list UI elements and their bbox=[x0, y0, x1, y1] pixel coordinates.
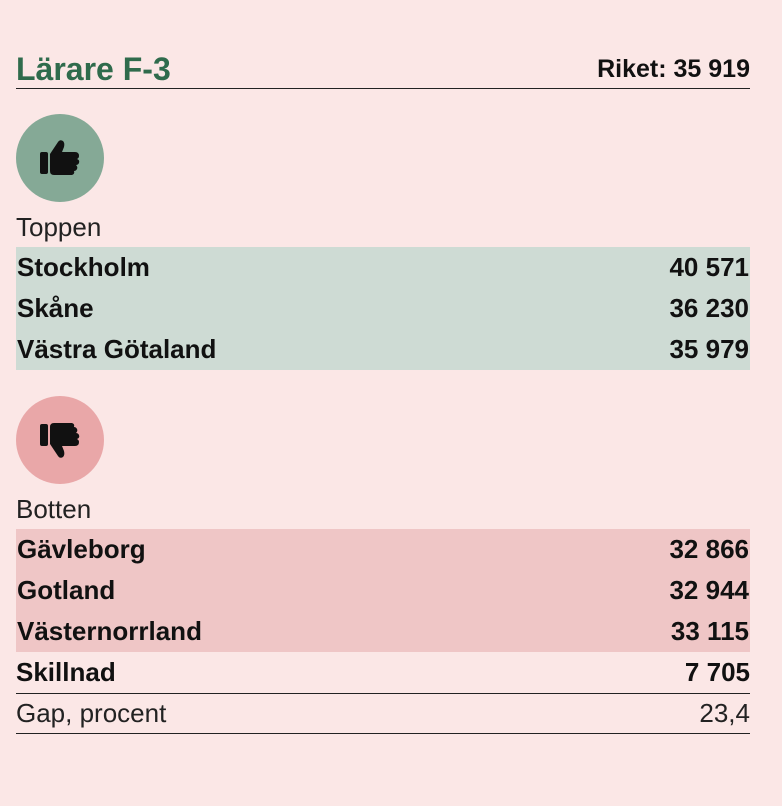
bottom-icon-wrap bbox=[16, 396, 750, 484]
region-name: Skåne bbox=[17, 293, 94, 323]
salary-value: 32 944 bbox=[669, 575, 749, 605]
difference-value: 7 705 bbox=[684, 657, 750, 687]
thumbs-up-icon bbox=[40, 140, 80, 175]
top-section-label: Toppen bbox=[16, 212, 102, 242]
national-average: Riket: 35 919 bbox=[597, 55, 750, 83]
bottom-rows: Gävleborg 32 866 Gotland 32 944 Västerno… bbox=[16, 529, 750, 652]
table-row: Västra Götaland 35 979 bbox=[16, 329, 750, 370]
table-row: Västernorrland 33 115 bbox=[16, 611, 750, 652]
page-title: Lärare F-3 bbox=[16, 51, 171, 87]
gap-percent-row: Gap, procent 23,4 bbox=[16, 694, 750, 734]
region-name: Gävleborg bbox=[17, 534, 146, 564]
thumbs-down-icon bbox=[40, 423, 80, 458]
table-row: Gotland 32 944 bbox=[16, 570, 750, 611]
salary-panel: Lärare F-3 Riket: 35 919 Toppen Stockhol… bbox=[16, 48, 750, 734]
salary-value: 35 979 bbox=[669, 334, 749, 364]
salary-value: 33 115 bbox=[670, 616, 749, 646]
salary-value: 40 571 bbox=[669, 252, 749, 282]
bottom-icon-circle bbox=[16, 396, 104, 484]
panel-header: Lärare F-3 Riket: 35 919 bbox=[16, 48, 750, 89]
table-row: Stockholm 40 571 bbox=[16, 247, 750, 288]
bottom-section-label: Botten bbox=[16, 494, 92, 524]
gap-label: Gap, procent bbox=[16, 698, 167, 728]
region-name: Västra Götaland bbox=[17, 334, 217, 364]
region-name: Gotland bbox=[17, 575, 116, 605]
difference-row: Skillnad 7 705 bbox=[16, 652, 750, 694]
table-row: Skåne 36 230 bbox=[16, 288, 750, 329]
salary-value: 36 230 bbox=[669, 293, 749, 323]
top-icon-circle bbox=[16, 114, 104, 202]
gap-value: 23,4 bbox=[699, 698, 750, 728]
region-name: Västernorrland bbox=[17, 616, 202, 646]
top-rows: Stockholm 40 571 Skåne 36 230 Västra Göt… bbox=[16, 247, 750, 370]
difference-label: Skillnad bbox=[16, 657, 116, 687]
region-name: Stockholm bbox=[17, 252, 150, 282]
salary-value: 32 866 bbox=[669, 534, 749, 564]
table-row: Gävleborg 32 866 bbox=[16, 529, 750, 570]
